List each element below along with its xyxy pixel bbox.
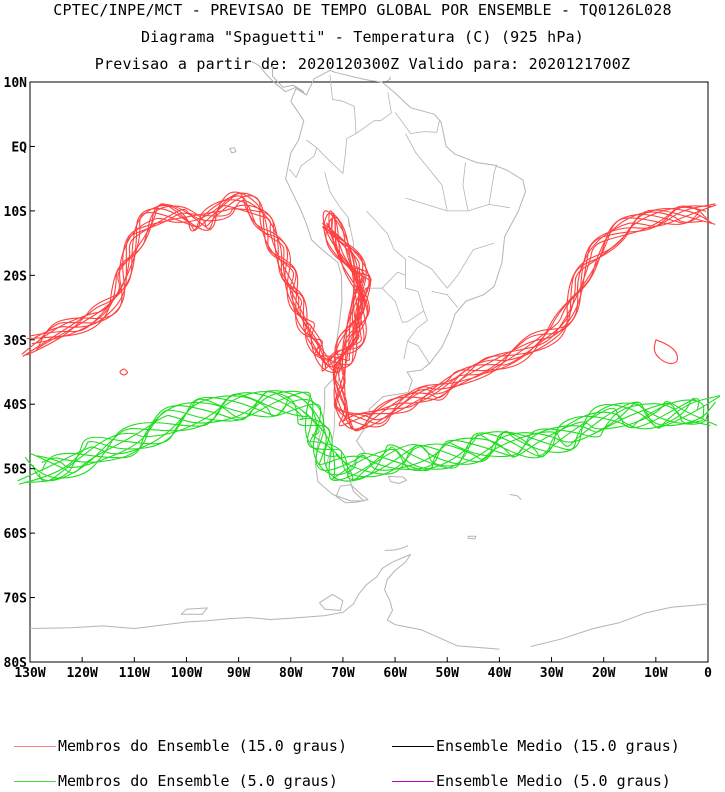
lon-tick-label: 90W xyxy=(227,666,251,681)
header-title: CPTEC/INPE/MCT - PREVISAO DE TEMPO GLOBA… xyxy=(53,1,672,19)
lon-tick-label: 120W xyxy=(66,666,97,681)
lon-labels: 130W 120W 110W 100W 90W 80W 70W 60W 50W 40W 30W 20W… xyxy=(14,666,712,681)
red-member-contour xyxy=(31,192,712,423)
border-brazil-states-5 xyxy=(462,162,469,211)
red-member-contour xyxy=(653,339,678,364)
lon-tick-label: 60W xyxy=(383,666,407,681)
lat-tick-label: 40S xyxy=(4,398,28,413)
legend-item-green-members: Membros do Ensemble (5.0 graus) xyxy=(14,772,338,790)
tierra-del-fuego xyxy=(335,484,369,504)
green-member-contour xyxy=(32,392,700,482)
weddell-coast xyxy=(530,603,709,647)
red-member-contour xyxy=(37,204,717,431)
lat-labels: 10N EQ 10S 20S 30S 40S 50S 60S 70S 80S xyxy=(4,76,28,671)
red-contours xyxy=(21,191,717,432)
lon-tick-label: 10W xyxy=(644,666,668,681)
galapagos xyxy=(229,147,237,154)
lat-tick-label: 10S xyxy=(4,205,28,220)
lon-tick-label: 50W xyxy=(435,666,459,681)
border-colombia xyxy=(306,74,357,174)
map-frame xyxy=(29,81,709,663)
lon-tick-label: 0 xyxy=(704,666,712,681)
lon-tick-label: 40W xyxy=(488,666,512,681)
lat-tick-label: 10N xyxy=(4,76,28,91)
border-argentina-brazil xyxy=(407,310,428,342)
south-shetland xyxy=(384,544,409,551)
thurston-island xyxy=(180,607,208,615)
lon-tick-label: 130W xyxy=(14,666,45,681)
green-member-contour xyxy=(41,391,710,475)
legend-swatch-black xyxy=(392,746,434,747)
lat-tick-label: 80S xyxy=(4,656,28,671)
lat-tick-label: 60S xyxy=(4,527,28,542)
legend-item-magenta-mean: Ensemble Medio (5.0 graus) xyxy=(392,772,671,790)
lon-tick-label: 110W xyxy=(119,666,150,681)
south-georgia xyxy=(509,493,522,500)
lat-tick-label: EQ xyxy=(11,140,27,155)
falklands xyxy=(387,475,408,484)
border-paraguay xyxy=(381,271,425,323)
border-brazil-states-4 xyxy=(405,133,448,211)
border-venezuela xyxy=(355,92,392,134)
red-member-contour xyxy=(119,368,128,376)
lon-tick-label: 30W xyxy=(540,666,564,681)
header-dates: Previsao a partir de: 2020120300Z Valido… xyxy=(94,55,631,73)
lon-tick-label: 70W xyxy=(331,666,355,681)
green-member-contour xyxy=(24,391,697,482)
border-brazil-states-2 xyxy=(407,242,495,289)
green-member-contour xyxy=(37,390,721,480)
caribbean-islands xyxy=(386,76,391,82)
legend-swatch-green xyxy=(14,781,56,782)
border-brazil-states-6 xyxy=(488,164,498,205)
green-member-contour xyxy=(38,393,705,482)
border-uruguay xyxy=(403,340,430,364)
south-orkney xyxy=(467,535,477,540)
legend-item-black-mean: Ensemble Medio (15.0 graus) xyxy=(392,737,680,755)
red-member-contour xyxy=(26,195,708,427)
lat-tick-label: 70S xyxy=(4,592,28,607)
red-member-contour xyxy=(26,192,703,421)
lat-tick-label: 30S xyxy=(4,334,28,349)
green-member-contour xyxy=(24,395,718,483)
antarctic-peninsula xyxy=(29,553,411,629)
border-brazil-states-3 xyxy=(431,291,459,308)
green-contours xyxy=(17,390,721,485)
lat-tick-label: 50S xyxy=(4,463,28,478)
south-america-coast xyxy=(285,69,526,502)
legend-swatch-magenta xyxy=(392,781,434,782)
legend-swatch-red xyxy=(14,746,56,747)
header-subtitle: Diagrama "Spaguetti" - Temperatura (C) (… xyxy=(140,28,585,46)
green-member-contour xyxy=(41,390,717,478)
legend-item-red-members: Membros do Ensemble (15.0 graus) xyxy=(14,737,347,755)
border-bolivia-brazil xyxy=(366,210,406,276)
peninsula-east-coast xyxy=(384,554,500,650)
lon-tick-label: 80W xyxy=(279,666,303,681)
axis-ticks xyxy=(29,81,709,663)
alexander-island xyxy=(319,593,344,611)
border-ecuador-peru xyxy=(288,147,318,178)
lat-tick-label: 20S xyxy=(4,269,28,284)
central-america-coast-2 xyxy=(272,65,305,93)
lon-tick-label: 100W xyxy=(171,666,202,681)
border-guianas xyxy=(394,112,440,134)
lon-tick-label: 20W xyxy=(592,666,616,681)
